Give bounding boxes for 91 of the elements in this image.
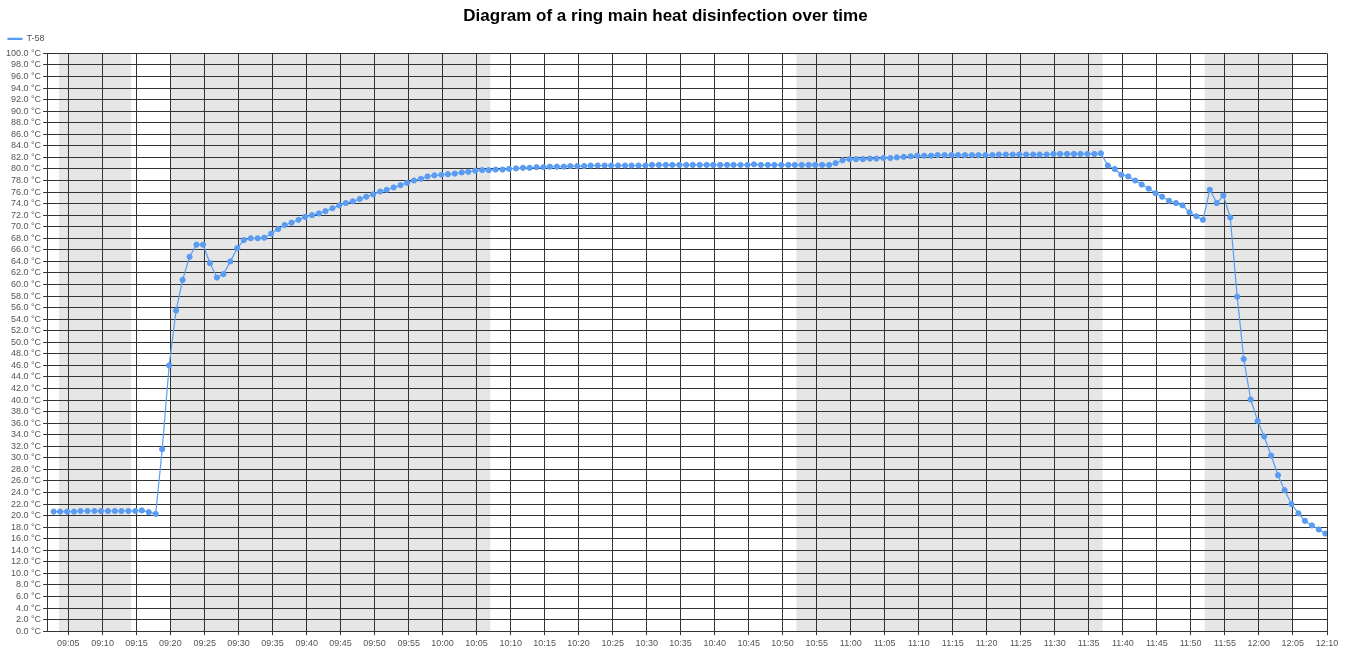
y-tick-label: 84.0 °C — [11, 140, 42, 151]
x-tick-label: 11:10 — [907, 638, 930, 649]
y-tick-label: 72.0 °C — [11, 209, 42, 220]
y-tick-label: 58.0 °C — [11, 290, 42, 301]
y-tick-label: 18.0 °C — [11, 521, 42, 532]
x-tick-label: 10:40 — [703, 638, 727, 649]
x-tick-label: 10:50 — [771, 638, 794, 649]
x-tick-label: 10:35 — [669, 638, 692, 649]
x-tick-label: 09:50 — [363, 638, 386, 649]
y-tick-label: 32.0 °C — [11, 440, 42, 451]
x-tick-label: 09:05 — [57, 638, 80, 649]
y-tick-label: 14.0 °C — [11, 544, 42, 555]
y-tick-label: 52.0 °C — [11, 325, 42, 336]
y-tick-label: 26.0 °C — [11, 475, 42, 486]
x-tick-label: 09:40 — [295, 638, 318, 649]
y-tick-label: 94.0 °C — [11, 82, 42, 93]
x-tick-label: 10:00 — [431, 638, 454, 649]
x-tick-label: 12:10 — [1315, 638, 1339, 649]
x-tick-label: 09:10 — [91, 638, 114, 649]
x-tick-label: 11:30 — [1043, 638, 1066, 649]
y-tick-label: 6.0 °C — [16, 591, 42, 602]
y-tick-label: 20.0 °C — [11, 510, 42, 521]
x-tick-label: 10:45 — [737, 638, 760, 649]
y-tick-label: 82.0 °C — [11, 151, 42, 162]
x-tick-label: 11:25 — [1009, 638, 1032, 649]
y-tick-label: 34.0 °C — [11, 429, 42, 440]
y-tick-label: 74.0 °C — [11, 198, 42, 209]
y-tick-label: 28.0 °C — [11, 463, 42, 474]
y-tick-label: 44.0 °C — [11, 371, 42, 382]
y-tick-label: 80.0 °C — [11, 163, 42, 174]
y-tick-label: 0.0 °C — [16, 625, 42, 636]
y-tick-label: 56.0 °C — [11, 302, 42, 313]
y-tick-label: 66.0 °C — [11, 244, 42, 255]
x-tick-label: 09:25 — [193, 638, 216, 649]
x-tick-label: 09:20 — [159, 638, 182, 649]
y-tick-label: 68.0 °C — [11, 232, 42, 243]
y-tick-label: 76.0 °C — [11, 186, 42, 197]
y-tick-label: 50.0 °C — [11, 336, 42, 347]
y-tick-label: 48.0 °C — [11, 348, 42, 359]
x-tick-label: 11:00 — [839, 638, 862, 649]
x-tick-label: 11:05 — [873, 638, 896, 649]
x-tick-label: 09:35 — [261, 638, 284, 649]
y-tick-label: 92.0 °C — [11, 94, 42, 105]
y-tick-label: 46.0 °C — [11, 359, 42, 370]
y-tick-label: 2.0 °C — [16, 614, 42, 625]
y-tick-label: 30.0 °C — [11, 452, 42, 463]
x-tick-label: 11:50 — [1179, 638, 1202, 649]
y-tick-label: 90.0 °C — [11, 105, 42, 116]
legend-label: T-58 — [26, 33, 45, 44]
y-tick-label: 70.0 °C — [11, 221, 42, 232]
y-tick-label: 16.0 °C — [11, 533, 42, 544]
y-tick-label: 64.0 °C — [11, 255, 42, 266]
y-tick-label: 12.0 °C — [11, 556, 42, 567]
x-tick-label: 11:35 — [1077, 638, 1100, 649]
x-tick-label: 11:20 — [975, 638, 998, 649]
x-tick-label: 10:55 — [805, 638, 829, 649]
y-tick-label: 42.0 °C — [11, 383, 42, 394]
x-tick-label: 10:30 — [635, 638, 658, 649]
x-tick-label: 11:15 — [941, 638, 964, 649]
x-tick-label: 11:45 — [1145, 638, 1168, 649]
x-tick-label: 11:40 — [1112, 638, 1134, 649]
y-tick-label: 40.0 °C — [11, 394, 42, 405]
y-tick-label: 22.0 °C — [11, 498, 42, 509]
x-tick-label: 12:05 — [1281, 638, 1304, 649]
x-tick-label: 12:00 — [1247, 638, 1271, 649]
x-tick-label: 10:20 — [567, 638, 590, 649]
y-tick-label: 24.0 °C — [11, 487, 42, 498]
y-tick-label: 36.0 °C — [11, 417, 42, 428]
y-tick-label: 88.0 °C — [11, 117, 42, 128]
chart-title: Diagram of a ring main heat disinfection over time — [463, 5, 868, 25]
y-tick-label: 4.0 °C — [16, 602, 42, 613]
x-tick-label: 09:55 — [397, 638, 420, 649]
x-tick-label: 09:15 — [125, 638, 148, 649]
y-tick-label: 10.0 °C — [11, 567, 42, 578]
y-tick-label: 62.0 °C — [11, 267, 42, 278]
x-tick-label: 10:10 — [499, 638, 523, 649]
y-tick-label: 54.0 °C — [11, 313, 42, 324]
x-tick-label: 10:05 — [465, 638, 488, 649]
y-tick-label: 98.0 °C — [11, 59, 42, 70]
y-tick-label: 86.0 °C — [11, 128, 42, 139]
y-tick-label: 60.0 °C — [11, 279, 42, 289]
x-tick-label: 10:15 — [533, 638, 556, 649]
y-tick-label: 96.0 °C — [11, 71, 42, 81]
x-tick-label: 09:45 — [329, 638, 352, 649]
x-tick-label: 09:30 — [227, 638, 250, 649]
y-tick-label: 78.0 °C — [11, 175, 42, 185]
y-tick-label: 100.0 °C — [6, 47, 42, 58]
y-tick-label: 38.0 °C — [11, 406, 42, 417]
x-tick-label: 11:55 — [1214, 638, 1236, 649]
x-tick-label: 10:25 — [601, 638, 625, 649]
y-tick-label: 8.0 °C — [16, 579, 42, 590]
